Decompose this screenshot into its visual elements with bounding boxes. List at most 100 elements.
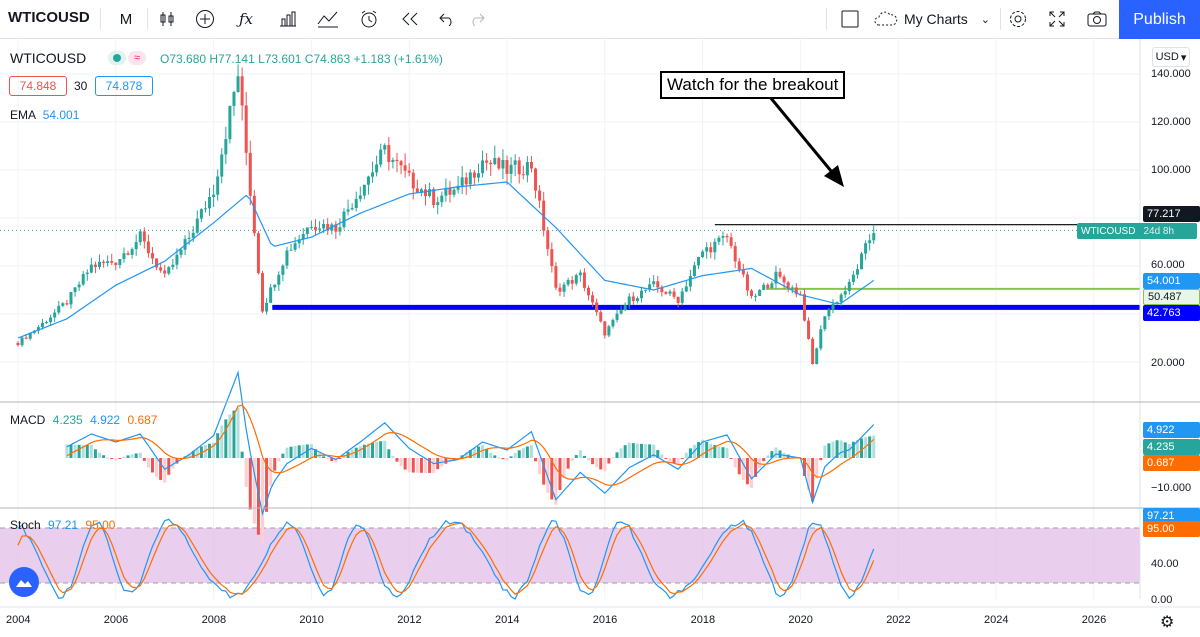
- symbol-search[interactable]: WTICOUSD: [8, 9, 90, 26]
- candle-body: [717, 238, 720, 242]
- candle-body: [791, 287, 794, 288]
- undo-icon[interactable]: [436, 7, 458, 31]
- candle-body: [664, 292, 667, 294]
- macd-histogram-bar: [131, 454, 134, 458]
- candle-body: [844, 291, 847, 295]
- macd-histogram-bar: [832, 442, 835, 458]
- candle-body: [232, 92, 235, 106]
- macd-histogram-bar: [709, 444, 712, 458]
- annotation-arrow[interactable]: [770, 97, 844, 187]
- chart-canvas[interactable]: [0, 39, 1200, 637]
- ema-price-tag: 54.001: [1143, 273, 1200, 289]
- macd-histogram-bar: [819, 458, 822, 460]
- plus-circle-icon[interactable]: [193, 7, 217, 31]
- candle-body: [94, 265, 97, 267]
- bar-chart-icon[interactable]: [276, 7, 300, 31]
- macd-histogram-bar: [424, 458, 427, 473]
- macd-histogram-bar: [628, 443, 631, 458]
- ema-legend[interactable]: EMA 54.001: [10, 108, 79, 122]
- candle-body: [819, 329, 822, 348]
- currency-label: USD: [1156, 51, 1179, 63]
- macd-histogram-bar: [489, 453, 492, 458]
- stoch-legend[interactable]: Stoch 97.21 95.00: [10, 518, 115, 532]
- macd-axis-tag: 4.922: [1143, 422, 1200, 438]
- layout-icon[interactable]: [838, 7, 862, 31]
- macd-histogram-bar: [224, 419, 227, 458]
- candle-body: [371, 172, 374, 176]
- alert-icon[interactable]: [357, 7, 381, 31]
- indicators-icon[interactable]: ƒx: [234, 7, 258, 31]
- my-charts-button[interactable]: My Charts ⌄: [873, 7, 997, 31]
- macd-histogram-bar: [534, 458, 537, 461]
- compare-icon[interactable]: [316, 7, 340, 31]
- camera-icon[interactable]: [1085, 7, 1109, 31]
- candle-body: [41, 323, 44, 327]
- candle-body: [261, 273, 264, 311]
- publish-button[interactable]: Publish: [1119, 0, 1200, 39]
- macd-histogram-bar: [416, 458, 419, 473]
- chevron-down-icon: ▾: [1181, 51, 1187, 64]
- macd-histogram-bar: [734, 458, 737, 467]
- time-tick: 2010: [299, 614, 323, 626]
- candle-body: [253, 196, 256, 233]
- candle-body: [640, 291, 643, 299]
- macd-histogram-bar: [860, 439, 863, 458]
- macd-histogram-bar: [563, 458, 566, 478]
- macd-histogram-bar: [567, 458, 570, 469]
- symbol-tag-label: WTICOUSD: [1081, 226, 1135, 237]
- candle-body: [677, 297, 680, 303]
- candle-body: [587, 288, 590, 295]
- macd-histogram-bar: [583, 456, 586, 458]
- macd-histogram-bar: [163, 458, 166, 483]
- candle-body: [522, 174, 525, 175]
- macd-histogram-bar: [86, 445, 89, 458]
- stoch-tick: 0.00: [1151, 594, 1172, 606]
- candle-body: [599, 312, 602, 321]
- candle-body: [106, 261, 109, 263]
- redo-icon[interactable]: [466, 7, 488, 31]
- macd-histogram-bar: [155, 458, 158, 477]
- macd-histogram-bar: [607, 458, 610, 464]
- candle-body: [636, 298, 639, 301]
- macd-histogram-bar: [485, 449, 488, 458]
- candle-body: [237, 76, 240, 92]
- macd-histogram-bar: [371, 443, 374, 458]
- price-tick: 120.000: [1151, 116, 1191, 128]
- macd-histogram-bar: [840, 440, 843, 458]
- candle-body: [726, 236, 729, 237]
- macd-histogram-bar: [510, 456, 513, 458]
- candle-body: [803, 294, 806, 320]
- candle-body: [351, 208, 354, 209]
- candle-body: [245, 105, 248, 152]
- macd-histogram-bar: [681, 458, 684, 459]
- time-tick: 2006: [104, 614, 128, 626]
- annotation-label[interactable]: Watch for the breakout: [660, 71, 845, 99]
- candle-body: [624, 305, 627, 310]
- candle-body: [343, 212, 346, 228]
- interval-button[interactable]: M: [115, 7, 137, 31]
- ask-price[interactable]: 74.878: [95, 76, 153, 96]
- macd-histogram-bar: [624, 445, 627, 458]
- macd-tick: −10.000: [1151, 482, 1191, 494]
- macd-histogram-bar: [90, 445, 93, 458]
- bid-price[interactable]: 74.848: [9, 76, 67, 96]
- candle-body: [489, 163, 492, 164]
- candles-icon[interactable]: [155, 7, 179, 31]
- macd-histogram-bar: [823, 445, 826, 458]
- candle-body: [501, 160, 504, 168]
- replay-icon[interactable]: [398, 7, 422, 31]
- tradingview-logo-icon[interactable]: [9, 567, 39, 597]
- macd-histogram-bar: [721, 447, 724, 458]
- legend-symbol[interactable]: WTICOUSD: [10, 50, 86, 66]
- macd-histogram-bar: [506, 458, 509, 461]
- settings-icon[interactable]: [1006, 7, 1030, 31]
- chart-settings-gear-icon[interactable]: ⚙: [1160, 612, 1174, 632]
- macd-histogram-bar: [611, 457, 614, 458]
- macd-histogram-bar: [587, 458, 590, 460]
- macd-histogram-bar: [285, 448, 288, 458]
- countdown-label: 24d 8h: [1143, 226, 1174, 237]
- currency-selector[interactable]: USD ▾: [1152, 47, 1190, 67]
- macd-legend[interactable]: MACD 4.235 4.922 0.687: [10, 413, 157, 427]
- fullscreen-icon[interactable]: [1045, 7, 1069, 31]
- price-tick: 100.000: [1151, 164, 1191, 176]
